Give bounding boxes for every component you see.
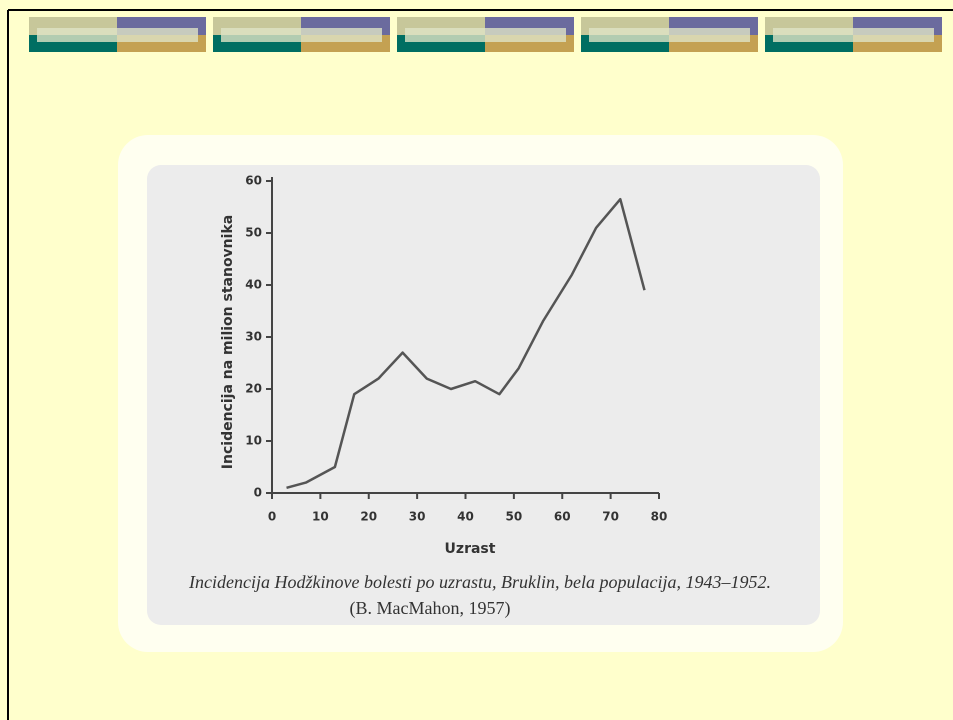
x-tick-label: 20 (360, 510, 377, 524)
x-tick-label: 50 (506, 510, 523, 524)
x-axis-label: Uzrast (445, 541, 496, 557)
y-tick-label: 30 (245, 330, 262, 344)
source: (B. MacMahon, 1957) (350, 598, 511, 619)
x-tick-label: 10 (312, 510, 329, 524)
x-tick-label: 80 (651, 510, 668, 524)
x-tick-label: 30 (409, 510, 426, 524)
slide: Uzrast Incidencija na milion stanovnika … (0, 0, 953, 720)
x-tick-label: 40 (457, 510, 474, 524)
x-tick-label: 0 (268, 510, 276, 524)
y-tick-label: 40 (245, 278, 262, 292)
caption: Incidencija Hodžkinove bolesti po uzrast… (188, 572, 771, 592)
decoration (29, 17, 206, 52)
y-tick-label: 50 (245, 226, 262, 240)
y-tick-label: 60 (245, 174, 262, 188)
x-tick-label: 60 (554, 510, 571, 524)
x-tick-label: 70 (602, 510, 619, 524)
y-axis-label: Incidencija na milion stanovnika (220, 215, 236, 469)
decoration (213, 17, 390, 52)
decoration (765, 17, 942, 52)
decoration (581, 17, 758, 52)
y-tick-label: 10 (245, 434, 262, 448)
decoration (397, 17, 574, 52)
y-tick-label: 0 (254, 486, 262, 500)
y-tick-label: 20 (245, 382, 262, 396)
